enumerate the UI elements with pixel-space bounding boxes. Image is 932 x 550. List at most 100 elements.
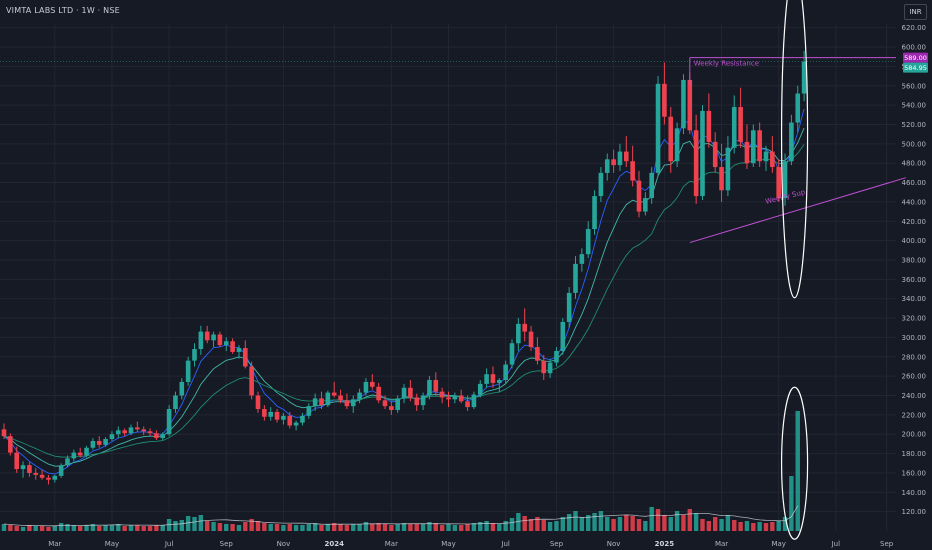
price-tick-label: 320.00 (902, 315, 927, 323)
candle (497, 378, 502, 393)
candle-body (46, 477, 51, 480)
candle (458, 389, 464, 404)
volume-bar (605, 517, 610, 531)
price-tick-label: 480.00 (902, 160, 927, 168)
volume-bar (338, 524, 343, 531)
price-axis[interactable]: 120.00 140.00 160.00 180.00 200.00 220.00 240.… (902, 24, 927, 516)
price-tick-label: 600.00 (902, 44, 927, 52)
time-tick-label: Mar (715, 540, 728, 548)
candle-body (389, 406, 394, 411)
candle (274, 409, 280, 423)
last-price-badge-text: 584.95 (904, 64, 927, 72)
candle-body (141, 429, 146, 432)
volume-bar (439, 525, 445, 531)
time-tick-label: May (771, 540, 785, 548)
candle (160, 432, 166, 441)
volume-bar (363, 522, 369, 531)
candle-body (173, 395, 178, 410)
volume-bar (566, 514, 572, 531)
volume-bar (255, 521, 261, 531)
candle (789, 114, 794, 166)
candle (90, 438, 96, 450)
volume-bar (312, 523, 318, 531)
candle-body (249, 366, 254, 396)
candle (141, 426, 146, 436)
candle (211, 331, 216, 348)
volume-bar (160, 525, 165, 531)
time-tick-label: 2024 (324, 540, 344, 548)
volume-bar (351, 524, 356, 531)
candle (516, 318, 521, 351)
price-tick-label: 200.00 (902, 431, 927, 439)
candle-body (439, 391, 445, 398)
volume-bar (776, 521, 781, 531)
candle-body (370, 381, 375, 387)
candle (573, 256, 578, 299)
price-tick-label: 500.00 (902, 140, 927, 148)
volume-bar (306, 524, 311, 531)
candle-body (649, 172, 654, 199)
volume-bar (452, 525, 458, 531)
candle (744, 124, 750, 169)
candle-body (363, 381, 369, 393)
candle-body (738, 107, 743, 142)
candle (585, 221, 591, 259)
candle (674, 122, 680, 168)
price-badges: 589.00 584.95 (903, 52, 928, 73)
volume-bar (185, 516, 191, 531)
volume-bar (706, 521, 712, 531)
candle (801, 50, 807, 102)
price-tick-label: 520.00 (902, 121, 927, 129)
candle (166, 405, 172, 437)
volume-bar (420, 524, 426, 531)
volume-bar (693, 513, 699, 531)
candle-body (236, 348, 242, 352)
candle (52, 474, 58, 483)
candle (319, 391, 324, 410)
time-tick-label: Sep (220, 540, 234, 548)
candle (731, 95, 737, 154)
candle (408, 380, 413, 402)
candle-body (801, 61, 807, 94)
volume-bar (236, 525, 242, 531)
candle-body (39, 474, 45, 478)
resistance-label: Weekly Resistance (694, 60, 759, 68)
volume-bar (725, 515, 731, 531)
candle-body (274, 411, 280, 420)
price-tick-label: 120.00 (902, 508, 927, 516)
candle (465, 395, 470, 411)
candle-body (592, 196, 597, 230)
candle-body (8, 436, 13, 453)
volume-bars (1, 411, 800, 531)
price-tick-label: 440.00 (902, 198, 927, 206)
candle (262, 405, 267, 421)
candle-body (725, 147, 731, 191)
volume-bar (611, 519, 616, 531)
candle (509, 339, 515, 369)
ema-mid-line (3, 127, 805, 467)
volume-bar (344, 525, 350, 531)
volume-bar (332, 523, 337, 531)
time-axis[interactable]: Mar May Jul Sep Nov 2024 Mar May Jul Sep Nov 2025 Ma… (48, 540, 932, 548)
candle (357, 388, 362, 404)
price-tick-label: 180.00 (902, 450, 927, 458)
candle-body (77, 452, 83, 456)
currency-button[interactable]: INR (904, 4, 927, 20)
volume-bar (281, 525, 286, 531)
candlesticks[interactable] (1, 50, 807, 485)
price-tick-label: 340.00 (902, 295, 927, 303)
volume-bar (573, 511, 578, 531)
candle (535, 337, 540, 365)
volume-bar (516, 513, 521, 531)
volume-bar (446, 524, 451, 531)
candle (624, 136, 629, 168)
volume-bar (414, 524, 419, 531)
candle (763, 145, 769, 171)
volume-bar (8, 525, 13, 531)
candle (617, 143, 623, 171)
candle (128, 424, 134, 436)
candle-body (300, 415, 305, 423)
candle-body (687, 79, 693, 131)
candle (46, 474, 51, 485)
